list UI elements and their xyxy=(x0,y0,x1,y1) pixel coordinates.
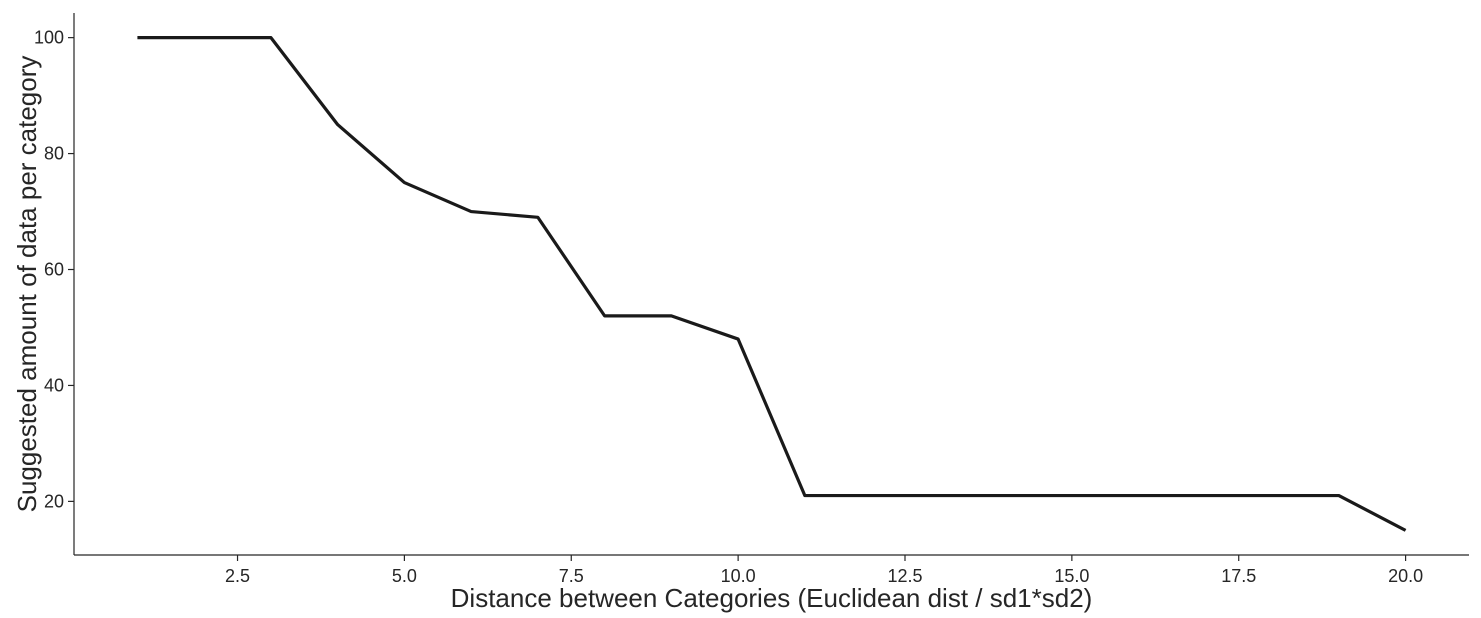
x-tick-label: 20.0 xyxy=(1388,566,1423,586)
x-tick-label: 12.5 xyxy=(887,566,922,586)
x-tick-label: 17.5 xyxy=(1221,566,1256,586)
y-axis-ticks: 20 40 60 80 100 xyxy=(34,28,74,511)
plot-area: 2.5 5.0 7.5 10.0 12.5 15.0 17.5 20.0 20 40 60 80 10… xyxy=(34,13,1469,586)
y-tick-label: 20 xyxy=(44,491,64,511)
y-tick-label: 80 xyxy=(44,144,64,164)
x-tick-label: 7.5 xyxy=(559,566,584,586)
x-tick-label: 10.0 xyxy=(721,566,756,586)
series-layer xyxy=(137,36,1407,532)
y-tick-label: 60 xyxy=(44,260,64,280)
series-line xyxy=(137,36,1407,532)
x-tick-label: 15.0 xyxy=(1054,566,1089,586)
y-axis-label: Suggested amount of data per category xyxy=(12,56,42,513)
x-axis-label: Distance between Categories (Euclidean d… xyxy=(451,583,1093,613)
y-tick-label: 100 xyxy=(34,28,64,48)
x-axis-ticks: 2.5 5.0 7.5 10.0 12.5 15.0 17.5 20.0 xyxy=(225,555,1423,586)
y-tick-label: 40 xyxy=(44,375,64,395)
x-tick-label: 5.0 xyxy=(392,566,417,586)
x-tick-label: 2.5 xyxy=(225,566,250,586)
